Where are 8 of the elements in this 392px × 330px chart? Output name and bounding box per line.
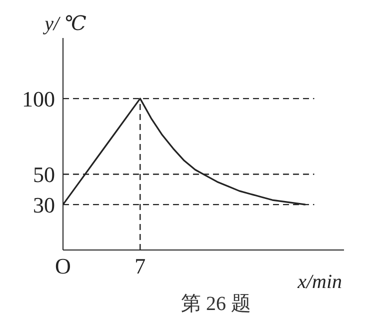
y-tick-label: 50 xyxy=(33,162,55,188)
x-tick-label: O xyxy=(55,254,71,279)
x-tick-label: 7 xyxy=(134,254,146,279)
text: 第 26 题 xyxy=(181,293,251,315)
y-axis-title: y/ ℃ xyxy=(42,13,86,35)
y-tick-label: 100 xyxy=(22,86,55,112)
y-tick-label: 30 xyxy=(33,192,55,218)
x-axis-title: x/min xyxy=(296,271,342,293)
